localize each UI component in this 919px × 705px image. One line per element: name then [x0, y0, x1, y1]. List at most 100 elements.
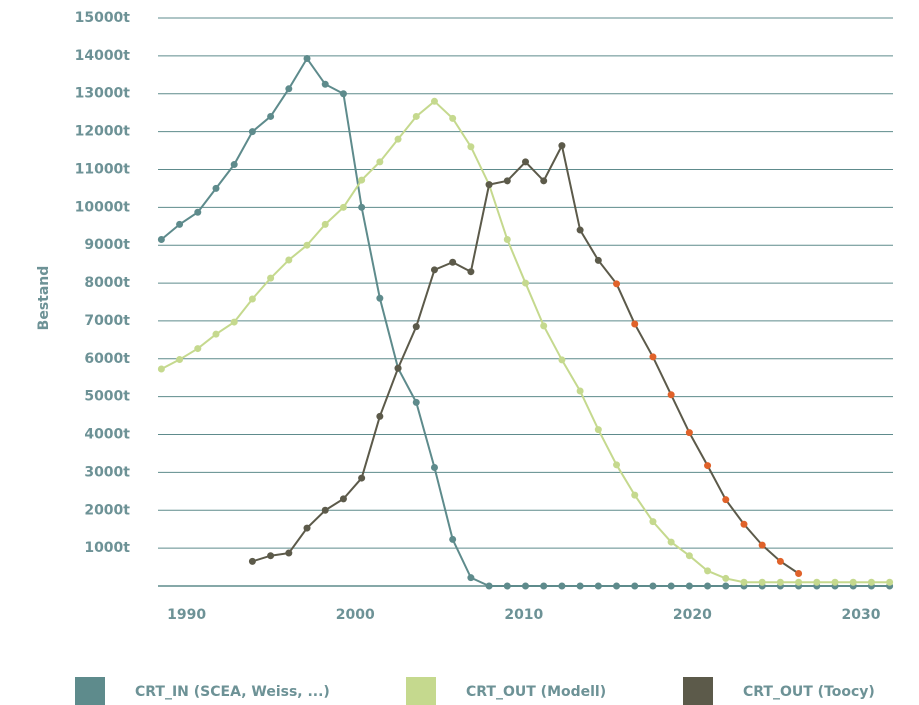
- data-point: [576, 582, 584, 590]
- data-point: [522, 158, 529, 166]
- data-point: [430, 97, 438, 105]
- data-point: [776, 578, 784, 586]
- data-point: [685, 582, 693, 590]
- data-point: [339, 495, 347, 503]
- data-point: [886, 578, 894, 586]
- y-tick-label: 12000t: [75, 124, 131, 140]
- legend-swatch: [406, 677, 436, 705]
- data-point: [740, 520, 748, 528]
- data-point: [358, 176, 366, 184]
- data-point: [576, 226, 584, 234]
- x-tick-label: 2030: [841, 607, 880, 623]
- data-point: [722, 574, 730, 582]
- data-point: [558, 142, 566, 150]
- legend-label: CRT_OUT (Modell): [466, 684, 606, 700]
- data-point: [485, 582, 493, 590]
- y-tick-label: 9000t: [84, 237, 130, 253]
- y-tick-label: 13000t: [75, 86, 131, 102]
- data-point: [649, 518, 657, 526]
- data-point: [230, 318, 238, 326]
- data-point: [376, 294, 384, 302]
- data-point: [522, 582, 529, 590]
- data-point: [176, 220, 184, 228]
- data-point: [649, 353, 657, 361]
- data-point: [867, 578, 875, 586]
- data-point: [449, 114, 457, 122]
- data-point: [631, 491, 639, 499]
- data-point: [449, 258, 457, 266]
- data-point: [776, 557, 784, 565]
- data-point: [412, 398, 420, 406]
- data-point: [685, 552, 693, 560]
- data-point: [394, 135, 402, 143]
- data-point: [649, 582, 657, 590]
- data-point: [522, 279, 529, 287]
- data-point: [795, 578, 803, 586]
- y-tick-label: 1000t: [84, 540, 130, 556]
- data-point: [631, 582, 639, 590]
- legend-label: CRT_OUT (Toocy): [743, 684, 875, 700]
- data-point: [667, 582, 675, 590]
- data-point: [248, 295, 256, 303]
- data-point: [758, 578, 766, 586]
- data-point: [358, 474, 366, 482]
- y-tick-label: 7000t: [84, 313, 130, 329]
- data-point: [212, 184, 220, 192]
- data-point: [430, 463, 438, 471]
- series-line: [160, 56, 890, 587]
- data-point: [704, 582, 712, 590]
- data-point: [503, 236, 511, 244]
- data-point: [613, 461, 621, 469]
- data-point: [813, 578, 821, 586]
- data-point: [303, 55, 311, 63]
- data-point: [376, 158, 384, 166]
- data-point: [267, 552, 275, 560]
- data-point: [558, 582, 566, 590]
- data-point: [594, 582, 602, 590]
- data-point: [176, 356, 184, 364]
- data-point: [594, 426, 602, 434]
- data-point: [248, 557, 256, 565]
- data-point: [339, 90, 347, 98]
- data-point: [758, 541, 766, 549]
- data-point: [740, 578, 748, 586]
- data-point: [467, 268, 475, 276]
- data-point: [303, 241, 311, 249]
- data-point: [722, 582, 730, 590]
- y-axis-label: Bestand: [36, 266, 52, 331]
- x-tick-label: 2020: [673, 607, 712, 623]
- data-point: [285, 85, 293, 93]
- data-point: [667, 391, 675, 399]
- data-point: [540, 322, 548, 330]
- data-point: [285, 256, 293, 264]
- data-point: [339, 203, 347, 211]
- data-point: [267, 274, 275, 282]
- legend-swatch: [683, 677, 713, 705]
- data-point: [540, 177, 548, 185]
- data-point: [449, 535, 457, 543]
- data-point: [321, 80, 329, 88]
- y-tick-label: 11000t: [75, 161, 131, 177]
- legend-swatch: [75, 677, 105, 705]
- data-point: [503, 177, 511, 185]
- data-point: [704, 567, 712, 575]
- data-point: [613, 582, 621, 590]
- data-point: [795, 570, 803, 578]
- x-tick-label: 1990: [167, 607, 206, 623]
- data-point: [376, 412, 384, 420]
- data-point: [321, 506, 329, 514]
- y-tick-label: 3000t: [84, 464, 130, 480]
- data-point: [467, 574, 475, 582]
- data-point: [540, 582, 548, 590]
- y-tick-label: 14000t: [75, 48, 131, 64]
- data-point: [230, 161, 238, 169]
- legend-label: CRT_IN (SCEA, Weiss, ...): [135, 684, 330, 700]
- data-point: [613, 280, 621, 288]
- data-point: [394, 364, 402, 372]
- y-tick-label: 5000t: [84, 389, 130, 405]
- data-point: [412, 323, 420, 331]
- data-point: [594, 256, 602, 264]
- data-point: [303, 524, 311, 532]
- x-tick-label: 2000: [336, 607, 375, 623]
